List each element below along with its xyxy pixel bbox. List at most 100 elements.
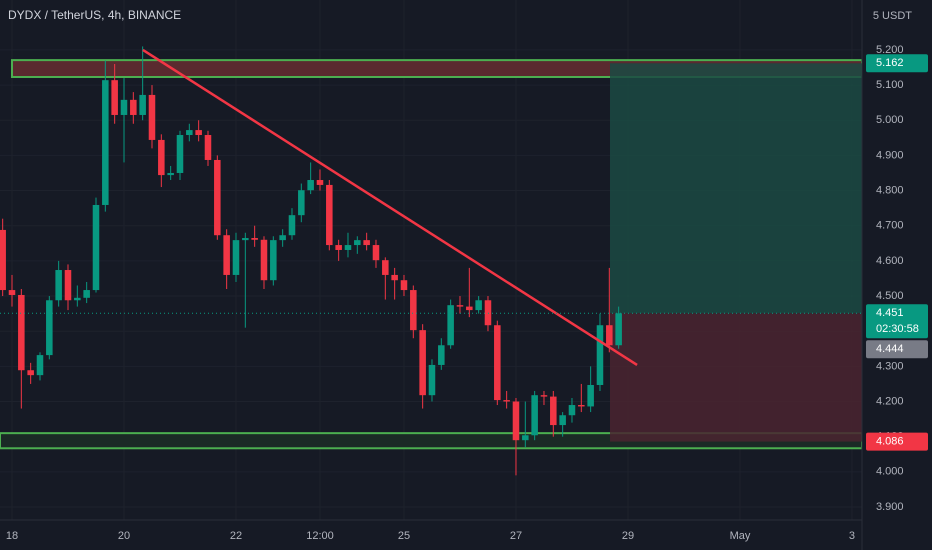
candle-body xyxy=(27,370,34,376)
candle-body xyxy=(83,290,90,298)
candle-body xyxy=(568,405,576,416)
y-tick-label: 5.000 xyxy=(876,114,904,126)
candle-body xyxy=(130,99,137,115)
candle-body xyxy=(111,80,118,115)
axes: 3.9004.0004.1004.2004.3004.4004.5004.600… xyxy=(6,44,928,542)
candle-body xyxy=(615,313,622,346)
candle-body xyxy=(447,305,454,346)
candle-body xyxy=(158,139,165,176)
candle-body xyxy=(540,395,548,397)
x-tick-label: 25 xyxy=(398,530,410,542)
candle-body xyxy=(326,184,333,246)
candle-body xyxy=(484,300,492,326)
x-tick-label: 20 xyxy=(118,530,130,542)
y-tick-label: 4.300 xyxy=(876,360,904,372)
candle-body xyxy=(148,94,156,140)
y-tick-label: 5.200 xyxy=(876,44,904,56)
candle-body xyxy=(195,130,202,136)
chart-title: DYDX / TetherUS, 4h, BINANCE xyxy=(8,8,181,22)
candle-body xyxy=(494,325,501,401)
candles xyxy=(0,46,622,476)
candle-body xyxy=(288,215,296,236)
candle-body xyxy=(400,280,408,291)
y-tick-label: 5.100 xyxy=(876,79,904,91)
candle-body xyxy=(36,355,44,376)
unit-label: 5 USDT xyxy=(873,10,912,22)
price-marker-label: 4.444 xyxy=(876,343,904,355)
candle-body xyxy=(279,235,286,241)
x-tick-label: 29 xyxy=(622,530,634,542)
price-axis xyxy=(862,0,932,550)
y-tick-label: 4.800 xyxy=(876,184,904,196)
candle-body xyxy=(18,294,25,371)
candle-body xyxy=(0,229,6,291)
x-tick-label: 3 xyxy=(849,530,855,542)
candle-body xyxy=(410,290,417,331)
time-axis xyxy=(0,520,862,550)
candle-body xyxy=(316,180,324,185)
candle-body xyxy=(92,204,100,291)
candle-body xyxy=(512,401,520,441)
candle-body xyxy=(204,135,212,160)
y-tick-label: 4.000 xyxy=(876,466,904,478)
candle-body xyxy=(550,396,557,426)
candle-body xyxy=(167,172,174,176)
y-tick-label: 4.900 xyxy=(876,149,904,161)
candle-body xyxy=(298,190,305,216)
drawings xyxy=(0,48,862,367)
candle-body xyxy=(456,305,464,307)
candle-body xyxy=(176,135,184,173)
candle-body xyxy=(354,240,361,246)
y-tick-label: 4.500 xyxy=(876,290,904,302)
candle-body xyxy=(344,245,352,250)
candle-body xyxy=(606,325,613,346)
candle-body xyxy=(335,245,342,250)
price-marker xyxy=(866,432,928,451)
candle-body xyxy=(270,240,277,281)
candle-body xyxy=(223,235,230,275)
candle-body xyxy=(475,300,482,311)
price-marker-label: 4.451 xyxy=(876,307,904,319)
y-tick-label: 3.900 xyxy=(876,501,904,513)
x-tick-label: May xyxy=(730,530,751,542)
candle-body xyxy=(587,384,594,407)
y-tick-label: 4.200 xyxy=(876,395,904,407)
candle-body xyxy=(307,180,314,191)
candle-body xyxy=(596,325,604,385)
candle-body xyxy=(466,306,473,311)
countdown-label: 02:30:58 xyxy=(876,323,919,335)
candle-body xyxy=(428,364,436,396)
x-tick-label: 27 xyxy=(510,530,522,542)
candle-body xyxy=(419,330,426,396)
y-tick-label: 4.600 xyxy=(876,255,904,267)
candle-body xyxy=(522,435,529,441)
candle-body xyxy=(55,270,62,301)
price-marker xyxy=(866,54,928,73)
candle-body xyxy=(578,405,585,407)
y-tick-label: 4.700 xyxy=(876,220,904,232)
x-tick-label: 18 xyxy=(6,530,18,542)
candle-body xyxy=(232,240,240,275)
candle-body xyxy=(64,270,72,301)
price-marker-label: 5.162 xyxy=(876,57,904,69)
stop-area xyxy=(610,313,862,442)
candle-body xyxy=(46,300,53,356)
price-marker xyxy=(866,304,928,339)
price-marker xyxy=(866,340,928,359)
x-tick-label: 12:00 xyxy=(306,530,334,542)
candle-body xyxy=(559,415,566,426)
candle-body xyxy=(214,159,221,236)
candle-body xyxy=(242,238,249,241)
candle-body xyxy=(8,290,16,295)
candle-body xyxy=(186,130,193,136)
candle-body xyxy=(251,238,258,240)
overlays xyxy=(0,59,863,450)
candle-body xyxy=(382,260,389,275)
candle-body xyxy=(102,80,109,205)
candle-body xyxy=(372,245,380,261)
candle-body xyxy=(120,99,128,115)
candle-body xyxy=(260,239,268,281)
candle-body xyxy=(74,297,81,301)
